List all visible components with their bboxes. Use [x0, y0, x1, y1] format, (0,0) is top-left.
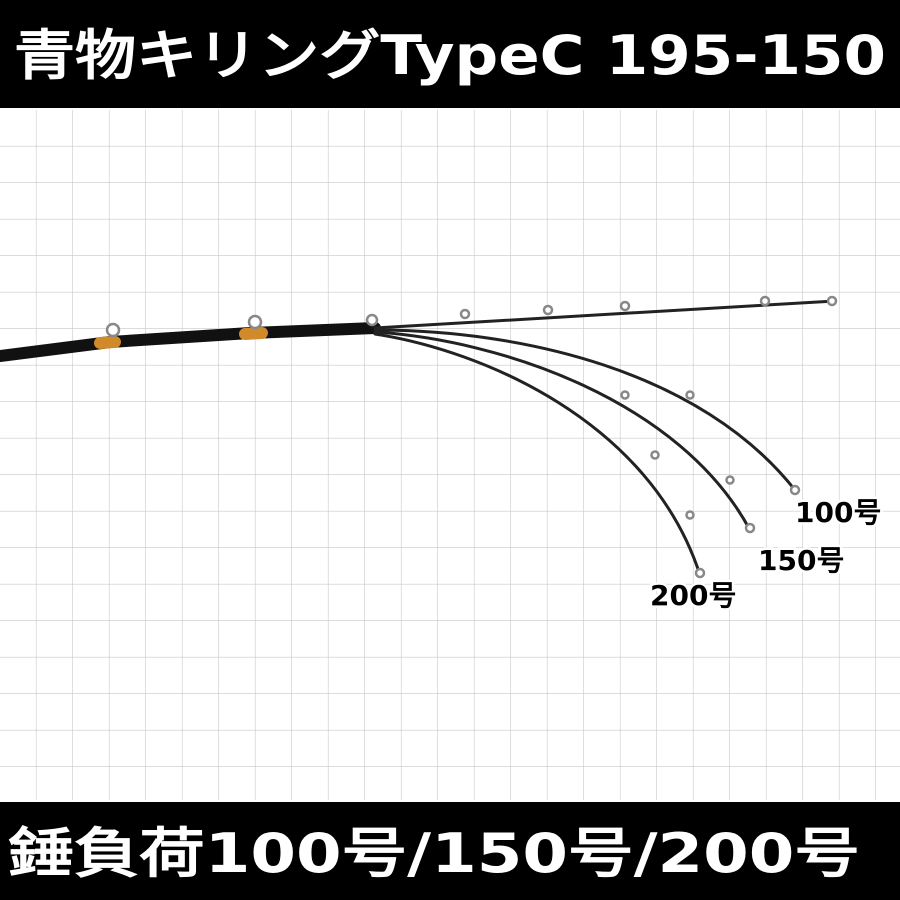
guide [685, 510, 695, 520]
guide [105, 322, 121, 338]
rod-150 [373, 330, 752, 532]
curve-label: 150号 [758, 544, 844, 577]
rod-butt [0, 322, 381, 362]
rod-100 [373, 328, 797, 492]
curve-label: 200号 [650, 579, 736, 612]
guide [759, 295, 771, 307]
guide [620, 390, 630, 400]
rod-200 [373, 332, 702, 577]
rod [0, 295, 838, 579]
guide [694, 567, 706, 579]
guide [619, 300, 631, 312]
guide [685, 390, 695, 400]
guide [542, 304, 554, 316]
guide [247, 314, 263, 330]
guide [650, 450, 660, 460]
footer-text: 錘負荷100号/150号/200号 [8, 822, 860, 885]
grid [0, 110, 900, 800]
guide [789, 484, 801, 496]
guide [725, 475, 735, 485]
footer-bar [0, 802, 900, 900]
guide [365, 313, 379, 327]
rod-wrap [94, 327, 268, 349]
guide [744, 522, 756, 534]
rod-straight [373, 299, 837, 330]
guide [459, 308, 471, 320]
header-title: 青物キリングTypeC 195-150 [14, 24, 886, 87]
guide [826, 295, 838, 307]
header-bar [0, 0, 900, 108]
curve-label: 100号 [795, 496, 881, 529]
